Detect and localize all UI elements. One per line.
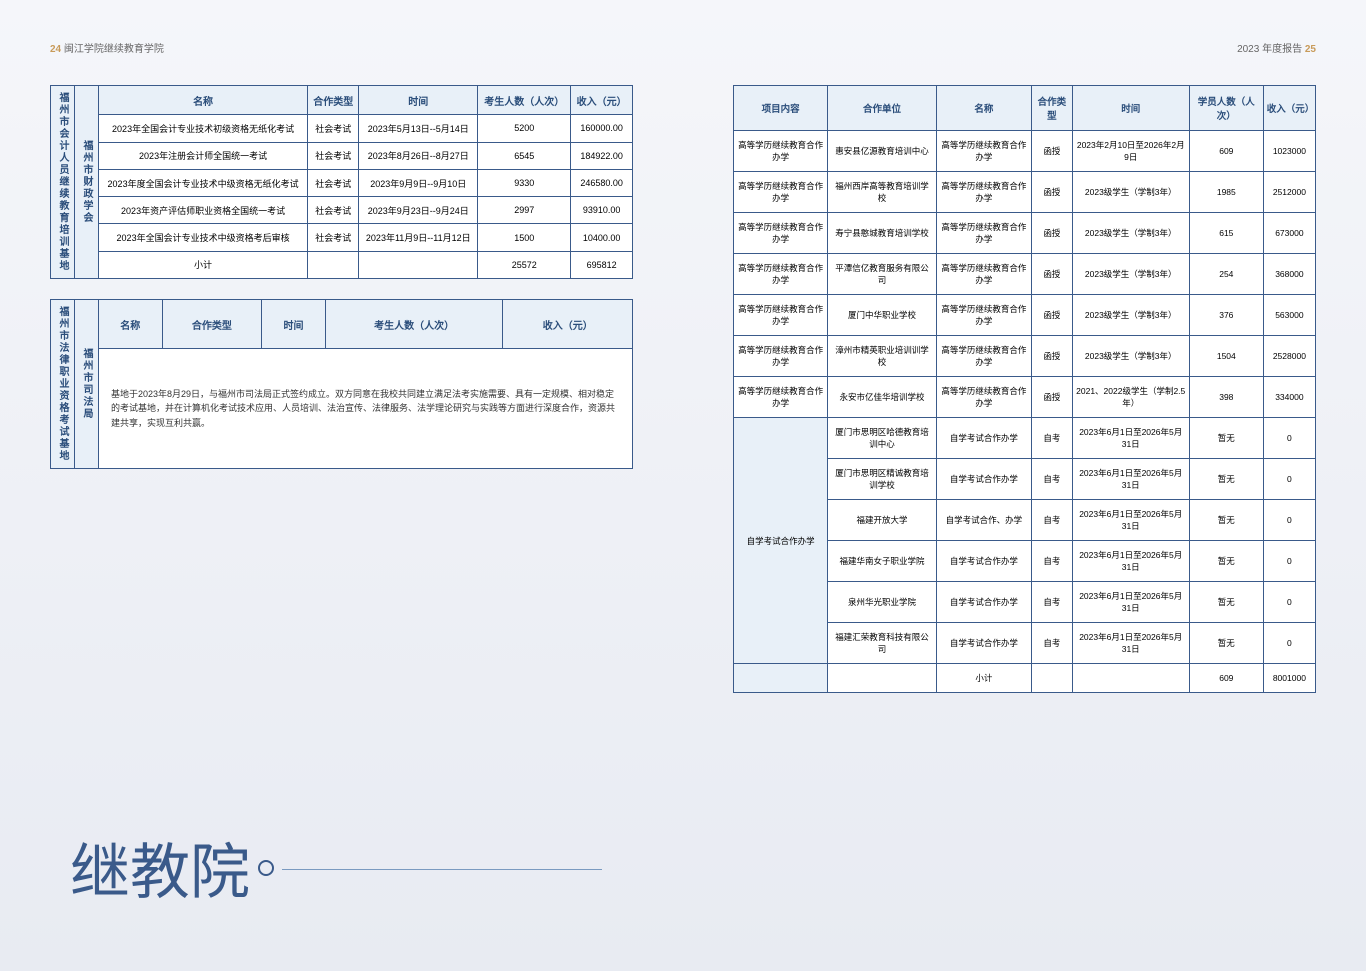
th-count: 学员人数（人次） <box>1189 86 1263 131</box>
th-income: 收入（元） <box>503 300 633 349</box>
circle-icon <box>258 860 274 876</box>
table-accounting: 福州市会计人员继续教育培训基地 福州市财政学会 名称 合作类型 时间 考生人数（… <box>50 85 633 279</box>
table-row: 2023年度全国会计专业技术中级资格无纸化考试社会考试2023年9月9日--9月… <box>51 169 633 196</box>
table-row: 自学考试合作办学厦门市思明区哈德教育培训中心自学考试合作办学自考2023年6月1… <box>734 418 1316 459</box>
table-row: 高等学历继续教育合作办学漳州市精英职业培训训学校高等学历继续教育合作办学函授20… <box>734 336 1316 377</box>
right-page: 2023 年度报告 25 项目内容 合作单位 名称 合作类型 时间 学员人数（人… <box>683 0 1366 971</box>
left-header: 24 闽江学院继续教育学院 <box>50 40 633 55</box>
th-time: 时间 <box>262 300 326 349</box>
right-header-title: 2023 年度报告 <box>1237 44 1302 55</box>
th-partner: 合作单位 <box>828 86 936 131</box>
left-page: 24 闽江学院继续教育学院 福州市会计人员继续教育培训基地 福州市财政学会 名称… <box>0 0 683 971</box>
table-row: 2023年资产评估师职业资格全国统一考试社会考试2023年9月23日--9月24… <box>51 197 633 224</box>
th-name: 名称 <box>99 300 163 349</box>
subtotal-row: 小计25572695812 <box>51 251 633 278</box>
subtotal-row: 小计6098001000 <box>734 664 1316 693</box>
th-income: 收入（元） <box>571 86 633 115</box>
table2-rowlabel2: 福州市司法局 <box>75 300 99 469</box>
table-row: 高等学历继续教育合作办学平潭信亿教育服务有限公司高等学历继续教育合作办学函授20… <box>734 254 1316 295</box>
th-count: 考生人数（人次） <box>325 300 503 349</box>
table-row: 高等学历继续教育合作办学福州西岸高等教育培训学校高等学历继续教育合作办学函授20… <box>734 172 1316 213</box>
table2-description: 基地于2023年8月29日，与福州市司法局正式签约成立。双方同意在我校共同建立满… <box>99 349 633 469</box>
table1-rowlabel2: 福州市财政学会 <box>75 86 99 279</box>
right-page-num: 25 <box>1305 44 1316 55</box>
left-header-title: 闽江学院继续教育学院 <box>64 44 164 55</box>
table-cooperation: 项目内容 合作单位 名称 合作类型 时间 学员人数（人次） 收入（元） 高等学历… <box>733 85 1316 693</box>
th-name: 名称 <box>936 86 1031 131</box>
th-type: 合作类型 <box>1032 86 1072 131</box>
right-header: 2023 年度报告 25 <box>733 40 1316 55</box>
table1-rowlabel1: 福州市会计人员继续教育培训基地 <box>51 86 75 279</box>
table-law: 福州市法律职业资格考试基地 福州市司法局 名称 合作类型 时间 考生人数（人次）… <box>50 299 633 469</box>
th-income: 收入（元） <box>1263 86 1315 131</box>
th-name: 名称 <box>99 86 308 115</box>
table-row: 2023年注册会计师全国统一考试社会考试2023年8月26日--8月27日654… <box>51 142 633 169</box>
th-type: 合作类型 <box>162 300 262 349</box>
table-row: 2023年全国会计专业技术初级资格无纸化考试社会考试2023年5月13日--5月… <box>51 115 633 142</box>
th-type: 合作类型 <box>308 86 359 115</box>
table-row: 2023年全国会计专业技术中级资格考后审核社会考试2023年11月9日--11月… <box>51 224 633 251</box>
th-project: 项目内容 <box>734 86 828 131</box>
th-count: 考生人数（人次） <box>478 86 571 115</box>
desc-row: 基地于2023年8月29日，与福州市司法局正式签约成立。双方同意在我校共同建立满… <box>51 349 633 469</box>
table-row: 高等学历继续教育合作办学惠安县亿源教育培训中心高等学历继续教育合作办学函授202… <box>734 131 1316 172</box>
table-row: 高等学历继续教育合作办学厦门中华职业学校高等学历继续教育合作办学函授2023级学… <box>734 295 1316 336</box>
section-title: 继教院 <box>70 824 274 911</box>
th-time: 时间 <box>1072 86 1189 131</box>
th-time: 时间 <box>359 86 478 115</box>
left-page-num: 24 <box>50 44 61 55</box>
table-row: 高等学历继续教育合作办学永安市亿佳华培训学校高等学历继续教育合作办学函授2021… <box>734 377 1316 418</box>
table2-rowlabel1: 福州市法律职业资格考试基地 <box>51 300 75 469</box>
table-row: 高等学历继续教育合作办学寿宁县憨城教育培训学校高等学历继续教育合作办学函授202… <box>734 213 1316 254</box>
